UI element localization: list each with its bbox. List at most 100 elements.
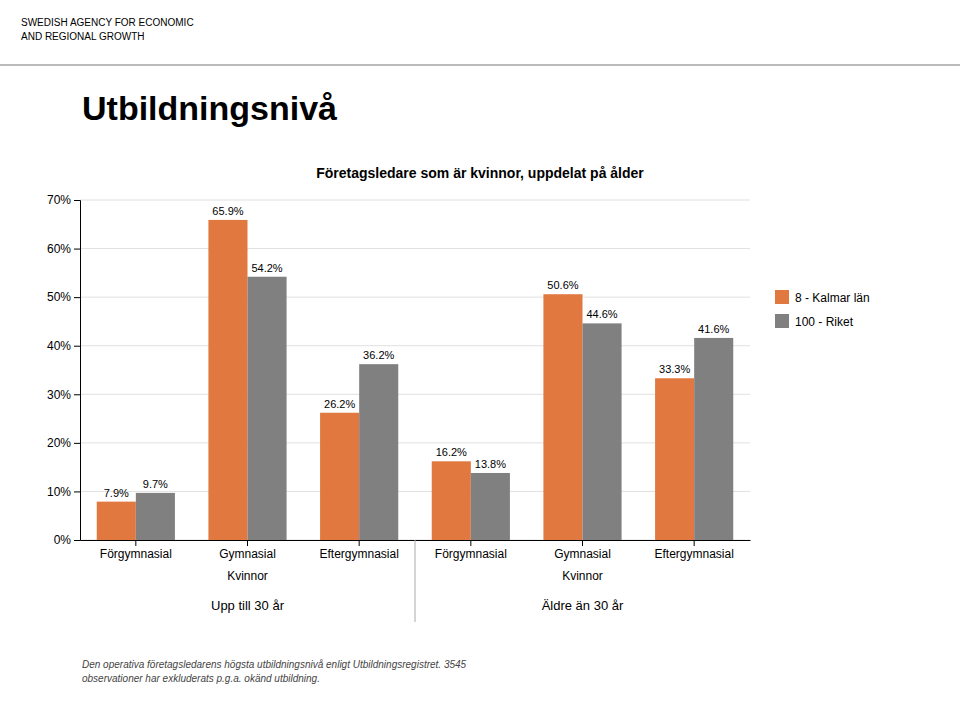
y-tick-mark [74, 249, 80, 250]
text-line: AND REGIONAL GROWTH [21, 31, 145, 42]
bar [208, 220, 247, 540]
y-tick-label: 70% [47, 193, 71, 207]
legend-swatch [775, 314, 789, 328]
data-label: 9.7% [143, 478, 168, 490]
bar [694, 338, 733, 540]
subtitle: Företagsledare som är kvinnor, uppdelat … [316, 165, 644, 181]
y-tick-label: 0% [54, 533, 72, 547]
header-rule [0, 64, 960, 66]
legend-item: 8 - Kalmar län [775, 290, 870, 305]
header: SWEDISH AGENCY FOR ECONOMIC AND REGIONAL … [21, 17, 194, 42]
bar [583, 323, 622, 540]
y-tick-label: 10% [47, 485, 71, 499]
data-label: 44.6% [586, 308, 617, 320]
y-tick-mark [74, 346, 80, 347]
y-tick-mark [74, 491, 80, 492]
x-tick-mark [359, 540, 360, 546]
bar [97, 502, 136, 540]
y-tick-label: 50% [47, 290, 71, 304]
data-label: 26.2% [324, 398, 355, 410]
data-label: 36.2% [363, 349, 394, 361]
category-note: Kvinnor [227, 569, 268, 583]
x-tick-mark [582, 540, 583, 546]
grid-line [80, 200, 750, 201]
bar [136, 493, 175, 540]
y-tick-mark [74, 443, 80, 444]
x-tick: Förgymnasial [435, 540, 507, 561]
data-label: 13.8% [475, 458, 506, 470]
x-tick-label: Eftergymnasial [319, 547, 398, 561]
y-tick: 40% [47, 339, 80, 353]
data-labels: 7.9% 65.9% 26.2% 16.2% 50.6% 33.3% 9.7% 54.2% 36… [104, 205, 730, 499]
x-tick-mark [694, 540, 695, 546]
legend-label: 100 - Riket [795, 315, 854, 329]
grid-line [80, 248, 750, 249]
y-tick: 50% [47, 290, 80, 304]
data-label: 54.2% [251, 262, 282, 274]
grid-line [80, 491, 750, 492]
chart: SWEDISH AGENCY FOR ECONOMIC AND REGIONAL … [0, 0, 960, 703]
y-tick-label: 40% [47, 339, 71, 353]
bar [655, 378, 694, 540]
data-label: 41.6% [698, 323, 729, 335]
y-tick: 10% [47, 485, 80, 499]
section-divider [415, 540, 416, 622]
bar [543, 294, 582, 540]
y-tick: 20% [47, 436, 80, 450]
grid-line [80, 345, 750, 346]
y-tick-label: 20% [47, 436, 71, 450]
y-tick: 30% [47, 388, 80, 402]
bars [97, 220, 734, 540]
y-axis: 0% 10% 20% 30% 40% 50% 60% 70% [47, 193, 81, 547]
x-tick-label: Gymnasial [219, 547, 276, 561]
grid-line [80, 394, 750, 395]
data-label: 65.9% [212, 205, 243, 217]
y-axis-line [74, 201, 81, 541]
y-tick: 0% [54, 533, 80, 547]
y-tick-label: 60% [47, 242, 71, 256]
bar [359, 364, 398, 540]
x-tick: Förgymnasial [100, 540, 172, 561]
x-tick: Eftergymnasial [654, 540, 733, 561]
text-line: SWEDISH AGENCY FOR ECONOMIC [21, 17, 194, 28]
x-tick-mark [470, 540, 471, 546]
y-tick: 70% [47, 193, 80, 207]
data-label: 16.2% [436, 446, 467, 458]
x-tick-mark [247, 540, 248, 546]
y-tick-mark [74, 200, 80, 201]
section-label: Äldre än 30 år [542, 598, 624, 613]
x-tick-mark [135, 540, 136, 546]
grid-line [80, 442, 750, 443]
bar [320, 413, 359, 540]
footnote: Den operativa företagsledarens högsta ut… [82, 659, 467, 684]
y-tick-mark [74, 394, 80, 395]
x-tick: Gymnasial [554, 540, 611, 561]
grid [80, 200, 750, 540]
data-label: 33.3% [659, 363, 690, 375]
category-note: Kvinnor [562, 569, 603, 583]
legend-item: 100 - Riket [775, 314, 854, 329]
bar [471, 473, 510, 540]
x-tick: Eftergymnasial [319, 540, 398, 561]
y-tick-label: 30% [47, 388, 71, 402]
x-tick-label: Förgymnasial [100, 547, 172, 561]
bar [248, 277, 287, 540]
legend-swatch [775, 290, 789, 304]
y-tick-mark [74, 540, 80, 541]
grid-line [80, 297, 750, 298]
legend: 8 - Kalmar län 100 - Riket [775, 290, 870, 329]
data-label: 7.9% [104, 487, 129, 499]
x-tick-label: Förgymnasial [435, 547, 507, 561]
x-tick-label: Gymnasial [554, 547, 611, 561]
legend-label: 8 - Kalmar län [795, 291, 870, 305]
text-line: Den operativa företagsledarens högsta ut… [82, 659, 467, 670]
x-tick-label: Eftergymnasial [654, 547, 733, 561]
y-tick: 60% [47, 242, 80, 256]
title: Utbildningsnivå [82, 89, 337, 127]
y-tick-mark [74, 297, 80, 298]
bar [432, 461, 471, 540]
data-label: 50.6% [547, 279, 578, 291]
text-line: observationer har exkluderats p.g.a. okä… [82, 673, 320, 684]
x-tick: Gymnasial [219, 540, 276, 561]
section-label: Upp till 30 år [211, 598, 285, 613]
